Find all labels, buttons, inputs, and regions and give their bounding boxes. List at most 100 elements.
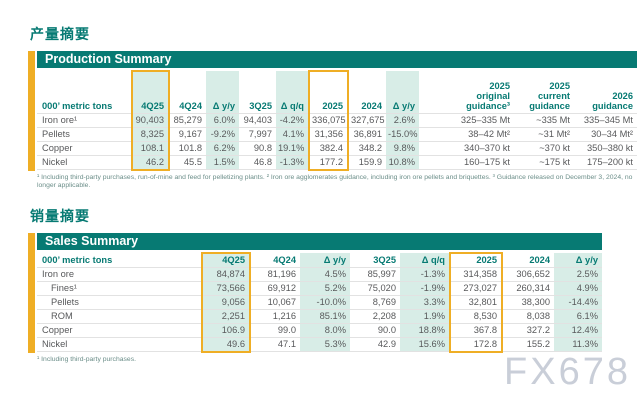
col-header-yoy-q: Δ y/y <box>206 71 239 113</box>
col-header-qoq: Δ q/q <box>400 252 450 268</box>
cell: -1.9% <box>400 280 450 296</box>
cell: 45.5 <box>169 154 206 170</box>
cell: 81,196 <box>250 266 300 282</box>
production-table: 000’ metric tons 4Q25 4Q24 Δ y/y 3Q25 Δ … <box>37 70 637 171</box>
production-section-title: 产量摘要 <box>30 26 90 42</box>
col-header-yoy-fy: Δ y/y <box>554 252 602 268</box>
production-table-area: Production Summary 000’ metric tons 4Q25… <box>37 51 637 171</box>
cell: 6.0% <box>206 112 239 127</box>
cell: 84,874 <box>201 266 251 282</box>
sales-header-row: 000’ metric tons 4Q25 4Q24 Δ y/y 3Q25 Δ … <box>37 251 602 268</box>
cell: 8.0% <box>300 322 350 338</box>
cell: 335–345 Mt <box>574 112 637 127</box>
cell: 177.2 <box>308 154 349 171</box>
cell: -14.4% <box>554 294 602 310</box>
cell: 7,997 <box>239 126 276 141</box>
cell: 2,208 <box>350 308 400 324</box>
cell: 47.1 <box>250 336 300 353</box>
cell: 11.3% <box>554 336 602 353</box>
cell: -1.3% <box>400 266 450 282</box>
cell: 108.1 <box>131 140 170 155</box>
row-label: ROM <box>37 308 202 324</box>
col-header-qoq: Δ q/q <box>276 71 309 113</box>
table-row-rom: ROM 2,251 1,216 85.1% 2,208 1.9% 8,530 8… <box>37 308 602 324</box>
cell: 367.8 <box>449 322 503 338</box>
cell: -9.2% <box>206 126 239 141</box>
cell: 6.1% <box>554 308 602 324</box>
col-header-yoy-q: Δ y/y <box>300 252 350 268</box>
watermark: FX678 <box>504 351 631 393</box>
cell: 30–34 Mt² <box>574 126 637 141</box>
col-header-4q25: 4Q25 <box>131 70 170 113</box>
sales-accent-bar <box>28 232 35 353</box>
row-label: Fines¹ <box>37 280 202 296</box>
table-row-copper: Copper 106.9 99.0 8.0% 90.0 18.8% 367.8 … <box>37 322 602 338</box>
report-page: 产量摘要 Production Summary 000’ metric tons… <box>28 26 637 363</box>
cell: 106.9 <box>201 322 251 338</box>
cell: 327.2 <box>502 322 554 338</box>
cell: -10.0% <box>300 294 350 310</box>
cell: ~175 kt <box>514 154 574 170</box>
cell: 46.8 <box>239 154 276 170</box>
cell: 99.0 <box>250 322 300 338</box>
cell: 4.1% <box>276 126 309 141</box>
cell: 4.5% <box>300 266 350 282</box>
table-row-nickel: Nickel 49.6 47.1 5.3% 42.9 15.6% 172.8 1… <box>37 336 602 353</box>
cell: 4.9% <box>554 280 602 296</box>
sales-table-title: Sales Summary <box>37 232 602 250</box>
col-header-2025-current-guidance: 2025 current guidance <box>529 80 570 111</box>
cell: 260,314 <box>502 280 554 296</box>
cell: 69,912 <box>250 280 300 296</box>
cell: 18.8% <box>400 322 450 338</box>
sales-footnote: ¹ Including third-party purchases. <box>37 355 136 363</box>
cell: -4.2% <box>276 112 309 127</box>
cell: 19.1% <box>276 140 309 155</box>
cell: 9.8% <box>386 140 419 155</box>
row-label: Pellets <box>37 126 132 141</box>
row-label: Nickel <box>37 336 202 353</box>
cell: 38,300 <box>502 294 554 310</box>
cell: 31,356 <box>308 126 349 141</box>
cell: 382.4 <box>308 140 349 155</box>
table-row-pellets: Pellets 9,056 10,067 -10.0% 8,769 3.3% 3… <box>37 294 602 310</box>
cell: 306,652 <box>502 266 554 282</box>
cell: 8,325 <box>131 126 170 141</box>
cell: 36,891 <box>348 126 386 141</box>
cell: 85,997 <box>350 266 400 282</box>
production-table-block: Production Summary 000’ metric tons 4Q25… <box>28 51 637 171</box>
production-footnote: ¹ Including third-party purchases, run-o… <box>37 173 633 190</box>
sales-table-area: Sales Summary 000’ metric tons 4Q25 4Q24… <box>37 232 602 353</box>
cell: 49.6 <box>201 336 251 353</box>
cell: 8,769 <box>350 294 400 310</box>
cell: 90.8 <box>239 140 276 155</box>
col-header-4q24: 4Q24 <box>179 100 202 111</box>
cell: 94,403 <box>239 112 276 127</box>
col-header-2026-guidance: 2026 guidance <box>592 90 633 111</box>
cell: 9,056 <box>201 294 251 310</box>
cell: 10.8% <box>386 154 419 170</box>
cell: 327,675 <box>348 112 386 127</box>
cell: 2.5% <box>554 266 602 282</box>
cell: 159.9 <box>348 154 386 170</box>
table-row-pellets: Pellets 8,325 9,167 -9.2% 7,997 4.1% 31,… <box>37 126 637 141</box>
cell: 32,801 <box>449 294 503 310</box>
cell: 73,566 <box>201 280 251 296</box>
cell: 2,251 <box>201 308 251 324</box>
cell: 3.3% <box>400 294 450 310</box>
cell: 6.2% <box>206 140 239 155</box>
col-header-2025-original-guidance: 2025 original guidance³ <box>466 80 510 111</box>
cell: ~31 Mt² <box>514 126 574 141</box>
sales-table-block: Sales Summary 000’ metric tons 4Q25 4Q24… <box>28 232 602 353</box>
table-row-copper: Copper 108.1 101.8 6.2% 90.8 19.1% 382.4… <box>37 140 637 155</box>
cell: 1.5% <box>206 154 239 170</box>
cell: 340–370 kt <box>419 140 514 155</box>
cell: 336,075 <box>308 112 349 127</box>
cell: 12.4% <box>554 322 602 338</box>
cell: ~335 Mt <box>514 112 574 127</box>
col-header-2025: 2025 <box>449 251 503 268</box>
table-row-nickel: Nickel 46.2 45.5 1.5% 46.8 -1.3% 177.2 1… <box>37 154 637 171</box>
cell: 5.2% <box>300 280 350 296</box>
production-accent-bar <box>28 51 35 171</box>
cell: 1.9% <box>400 308 450 324</box>
col-header-4q25: 4Q25 <box>201 251 251 268</box>
